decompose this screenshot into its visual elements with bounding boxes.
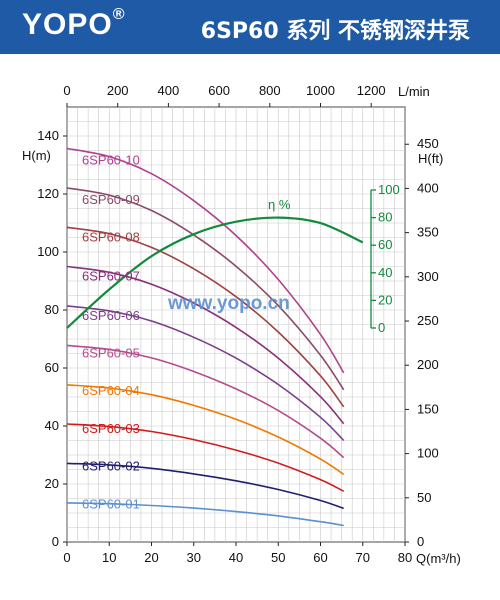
y-tick-label: 140 (37, 128, 59, 143)
curve-label-6sp60-05: 6SP60-05 (82, 346, 140, 361)
y2-tick-label: 450 (417, 136, 439, 151)
x-tick-label: 20 (144, 550, 158, 565)
eff-tick-label: 20 (378, 292, 392, 307)
y-tick-label: 120 (37, 186, 59, 201)
curve-label-6sp60-04: 6SP60-04 (82, 383, 140, 398)
chart-grid (66, 106, 406, 543)
curve-6sp60-03 (66, 423, 345, 493)
page-title: 6SP60 系列 不锈钢深井泵 (200, 19, 470, 44)
y-tick-label: 80 (45, 302, 59, 317)
efficiency-curve (66, 216, 364, 329)
eff-tick-label: 60 (378, 237, 392, 252)
y-axis-label: H(m) (22, 148, 51, 163)
y-tick-label: 100 (37, 244, 59, 259)
eff-tick-label: 80 (378, 210, 392, 225)
x2-tick-label: 200 (107, 83, 129, 98)
y2-tick-label: 350 (417, 225, 439, 240)
y-tick-label: 40 (45, 418, 59, 433)
x2-tick-label: 800 (259, 83, 281, 98)
eff-tick-label: 0 (378, 320, 385, 335)
x-tick-label: 60 (313, 550, 327, 565)
x-tick-label: 40 (229, 550, 243, 565)
curve-6sp60-06 (66, 305, 345, 442)
curve-label-6sp60-06: 6SP60-06 (82, 308, 140, 323)
x2-tick-label: 400 (158, 83, 180, 98)
curve-label-6sp60-10: 6SP60-10 (82, 153, 140, 168)
x-axis-label: Q(m³/h) (416, 551, 461, 566)
header-banner: YOPO® 6SP60 系列 不锈钢深井泵 (0, 0, 500, 54)
x2-tick-label: 1000 (306, 83, 335, 98)
curve-6sp60-09 (66, 187, 345, 391)
y2-tick-label: 150 (417, 401, 439, 416)
x-tick-label: 30 (187, 550, 201, 565)
curve-6sp60-08 (66, 226, 345, 408)
x2-axis-label: L/min (398, 84, 430, 99)
curve-6sp60-10 (66, 147, 345, 374)
eff-tick-label: 40 (378, 265, 392, 280)
y2-tick-label: 400 (417, 180, 439, 195)
curve-label-6sp60-03: 6SP60-03 (82, 421, 140, 436)
y2-tick-label: 250 (417, 313, 439, 328)
x-tick-label: 0 (63, 550, 70, 565)
curve-label-6sp60-01: 6SP60-01 (82, 496, 140, 511)
y2-axis-label: H(ft) (418, 151, 443, 166)
y2-tick-label: 100 (417, 446, 439, 461)
x2-tick-label: 0 (63, 83, 70, 98)
curve-labels: 6SP60-01 6SP60-02 6SP60-03 6SP60-04 6SP60-05… (82, 153, 140, 512)
x2-tick-label: 600 (208, 83, 230, 98)
brand-logo: YOPO® (22, 6, 126, 41)
y-tick-label: 60 (45, 360, 59, 375)
curve-label-6sp60-09: 6SP60-09 (82, 192, 140, 207)
curve-6sp60-02 (66, 462, 344, 510)
curve-6sp60-05 (66, 344, 345, 459)
curve-6sp60-01 (66, 502, 344, 527)
curve-label-6sp60-02: 6SP60-02 (82, 459, 140, 474)
y2-tick-label: 300 (417, 269, 439, 284)
efficiency-label: η % (268, 197, 291, 212)
x-tick-label: 50 (271, 550, 285, 565)
curve-label-6sp60-07: 6SP60-07 (82, 269, 140, 284)
x-tick-label: 10 (102, 550, 116, 565)
y-tick-label: 20 (45, 476, 59, 491)
curve-label-6sp60-08: 6SP60-08 (82, 230, 140, 245)
y2-tick-label: 50 (417, 490, 431, 505)
eff-tick-label: 100 (378, 182, 400, 197)
curve-series (66, 147, 364, 527)
curve-6sp60-07 (66, 265, 345, 425)
x-tick-label: 80 (398, 550, 412, 565)
efficiency-axis: 0 20 40 60 80 100 (370, 182, 400, 335)
y2-tick-label: 0 (417, 534, 424, 549)
y-tick-label: 0 (52, 534, 59, 549)
curve-6sp60-04 (66, 384, 345, 476)
x2-tick-label: 1200 (357, 83, 386, 98)
watermark: www.yopo.cn (167, 293, 290, 314)
x-tick-label: 70 (356, 550, 370, 565)
y2-tick-label: 200 (417, 357, 439, 372)
